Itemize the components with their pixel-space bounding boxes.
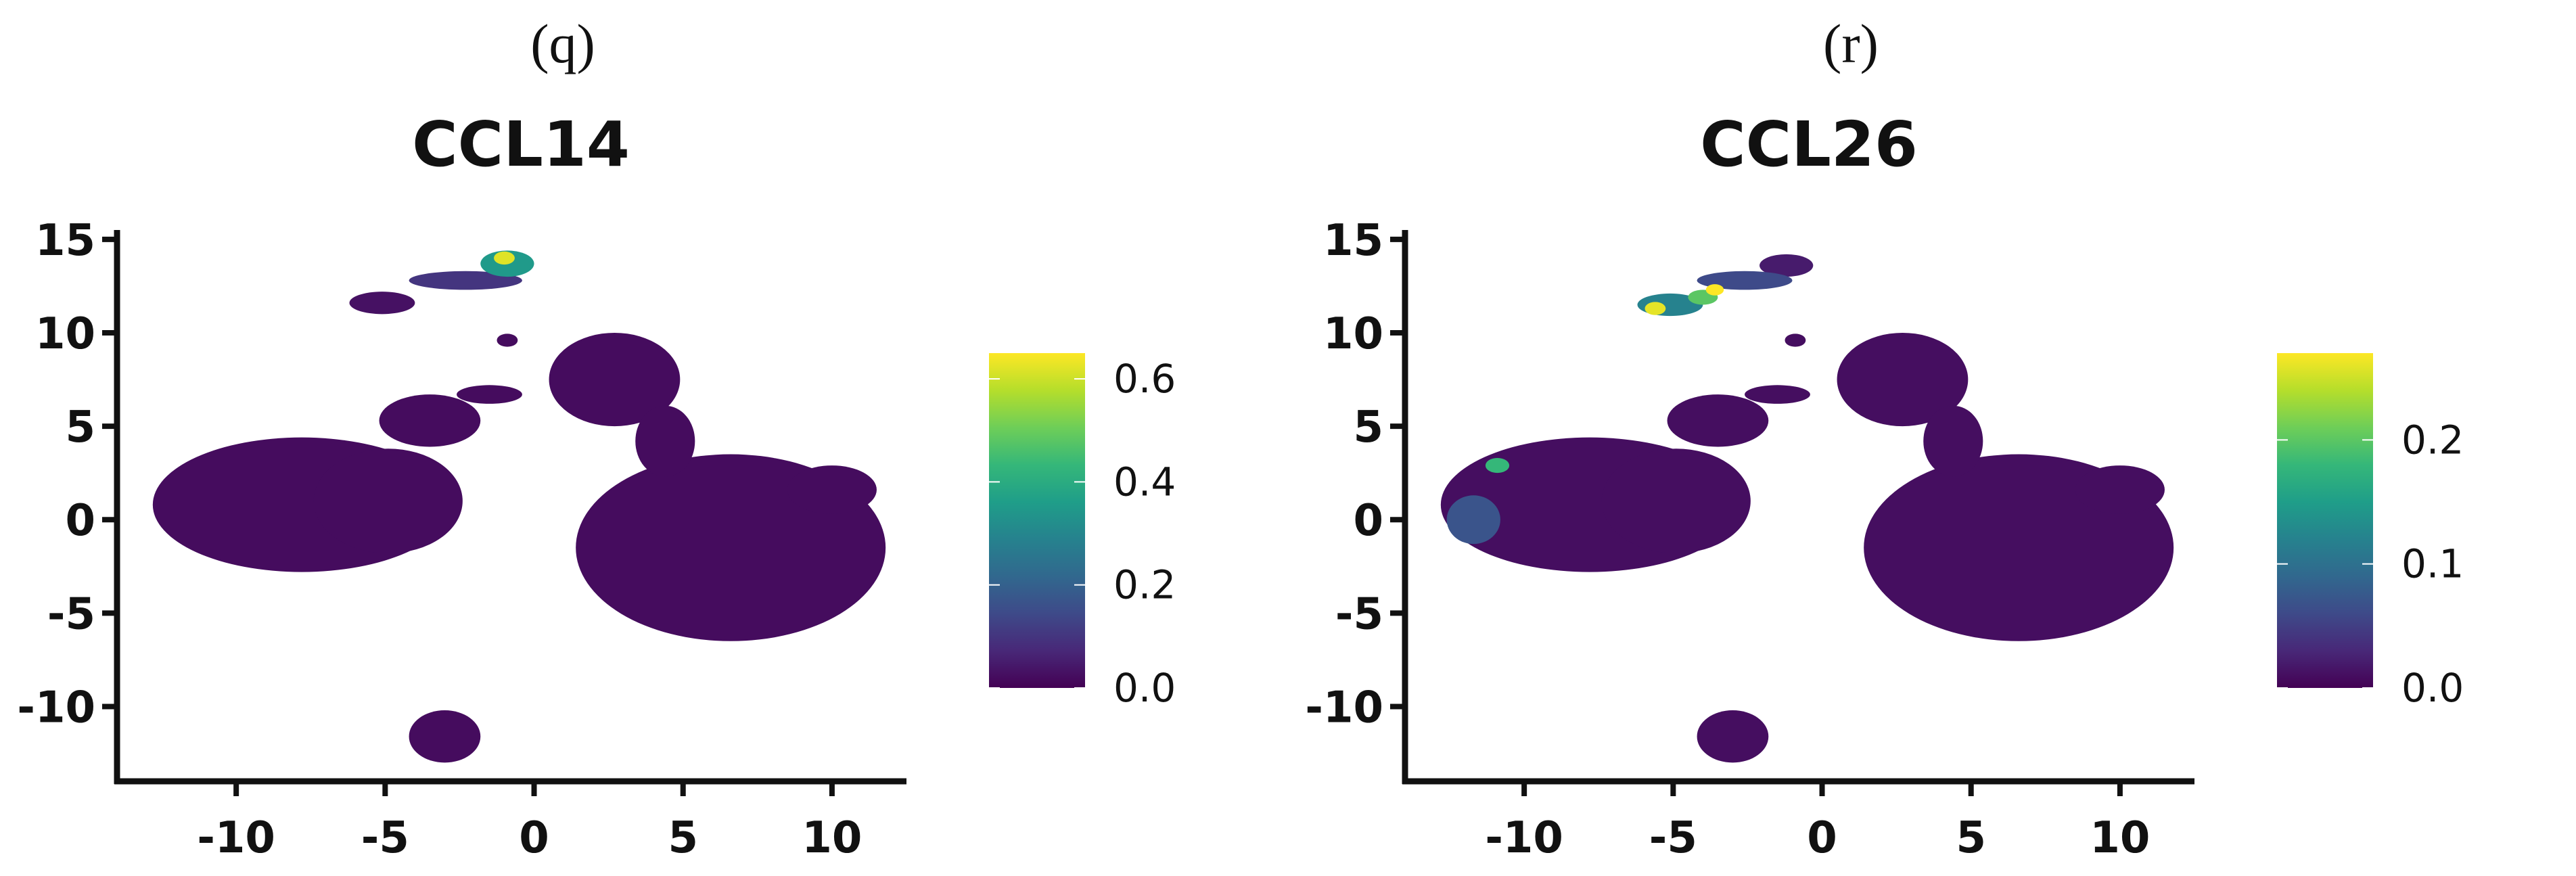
cell-cluster xyxy=(1644,302,1666,315)
cell-cluster xyxy=(1785,333,1806,347)
y-tick-label: 10 xyxy=(35,309,95,359)
umap-scatter-plot: 15 10 5 0 -5 -10 -10 -5 0 5 10 0.0 0.2 0.4 0.6 xyxy=(17,216,1176,863)
colorbar-tick-label: 0.0 xyxy=(1113,665,1176,711)
y-tick-label: 10 xyxy=(1323,309,1383,359)
scatter-points xyxy=(152,250,886,763)
cell-cluster xyxy=(1705,284,1724,296)
x-tick-label: 5 xyxy=(1956,813,1986,863)
panel-q: (q) CCL14 15 10 5 0 -5 -10 -10 -5 0 5 10 0.0 0.2 0.4 0… xyxy=(17,13,1176,863)
x-tick-label: -5 xyxy=(1649,813,1697,863)
cell-cluster xyxy=(409,271,522,290)
cell-cluster xyxy=(787,465,877,514)
colorbar-tick-label: 0.2 xyxy=(2401,417,2464,463)
x-tick-label: -10 xyxy=(1485,813,1563,863)
cell-cluster xyxy=(2075,465,2165,514)
cell-cluster xyxy=(635,405,695,477)
umap-scatter-plot: 15 10 5 0 -5 -10 -10 -5 0 5 10 0.0 0.1 0.2 xyxy=(1305,216,2464,863)
x-tick-label: 0 xyxy=(519,813,549,863)
cell-cluster xyxy=(494,251,515,265)
x-tick-label: -10 xyxy=(197,813,275,863)
cell-cluster xyxy=(1667,394,1769,447)
cell-cluster xyxy=(1837,332,1969,427)
y-tick-label: -10 xyxy=(17,683,95,733)
colorbar-tick-label: 0.1 xyxy=(2401,541,2464,587)
y-tick-label: -5 xyxy=(47,589,95,639)
cell-cluster xyxy=(457,385,522,404)
chart-title: CCL14 xyxy=(412,108,630,181)
y-tick-label: 5 xyxy=(1353,402,1383,453)
cell-cluster xyxy=(313,448,463,553)
cell-cluster xyxy=(549,332,681,427)
x-tick-label: -5 xyxy=(361,813,409,863)
colorbar xyxy=(989,353,1085,688)
x-tick-label: 0 xyxy=(1807,813,1837,863)
cell-cluster xyxy=(1745,385,1810,404)
cell-cluster xyxy=(1485,458,1510,474)
scatter-points xyxy=(1440,254,2174,763)
panel-r: (r) CCL26 15 10 5 0 -5 -10 -10 -5 0 5 10 0.0 0.1 0.2 xyxy=(1288,0,2576,876)
cell-cluster xyxy=(1697,271,1793,290)
panel-label: (q) xyxy=(530,13,595,74)
cell-cluster xyxy=(1446,495,1500,545)
colorbar xyxy=(2277,353,2373,688)
x-tick-label: 10 xyxy=(2090,813,2150,863)
y-tick-label: -5 xyxy=(1335,589,1383,639)
y-tick-label: 5 xyxy=(65,402,95,453)
y-tick-label: 0 xyxy=(65,496,95,546)
y-tick-label: 15 xyxy=(35,216,95,266)
y-tick-label: 15 xyxy=(1323,216,1383,266)
x-tick-label: 5 xyxy=(668,813,698,863)
cell-cluster xyxy=(1601,448,1751,553)
x-tick-label: 10 xyxy=(802,813,862,863)
cell-cluster xyxy=(409,710,481,763)
colorbar-tick-label: 0.2 xyxy=(1113,562,1176,608)
colorbar-tick-label: 0.4 xyxy=(1113,459,1176,505)
chart-title: CCL26 xyxy=(1700,108,1918,181)
cell-cluster xyxy=(1760,254,1814,277)
y-tick-label: 0 xyxy=(1353,496,1383,546)
cell-cluster xyxy=(1697,710,1769,763)
cell-cluster xyxy=(497,333,518,347)
cell-cluster xyxy=(379,394,481,447)
cell-cluster xyxy=(349,292,415,315)
colorbar-tick-label: 0.0 xyxy=(2401,665,2464,711)
cell-cluster xyxy=(1923,405,1983,477)
colorbar-tick-label: 0.6 xyxy=(1113,356,1176,402)
y-tick-label: -10 xyxy=(1305,683,1383,733)
panel-label: (r) xyxy=(1823,13,1879,74)
